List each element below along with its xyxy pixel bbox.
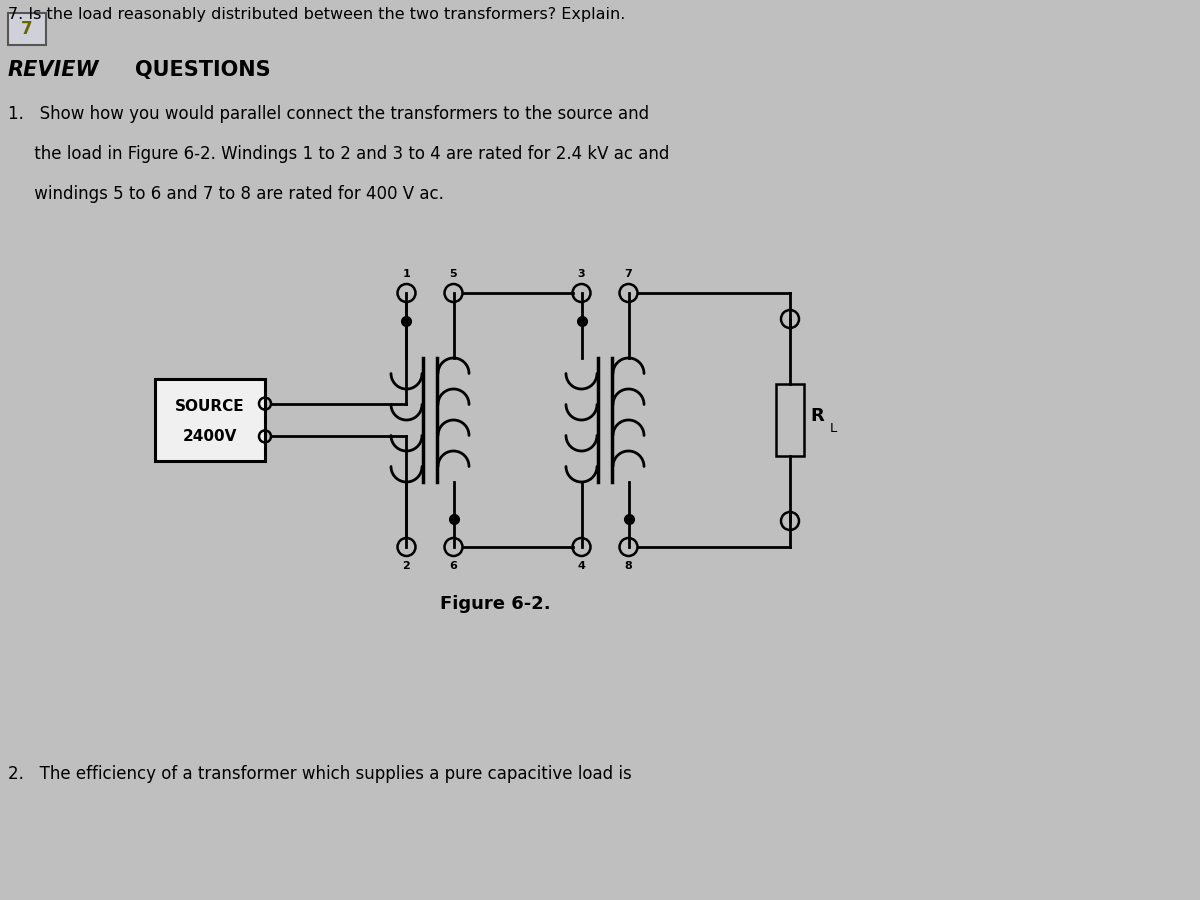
Text: 7. Is the load reasonably distributed between the two transformers? Explain.: 7. Is the load reasonably distributed be… [8, 7, 625, 22]
Text: 1: 1 [403, 269, 410, 279]
Text: SOURCE: SOURCE [175, 399, 245, 414]
Text: 1.   Show how you would parallel connect the transformers to the source and: 1. Show how you would parallel connect t… [8, 105, 649, 123]
Text: REVIEW: REVIEW [8, 60, 100, 80]
Text: 7: 7 [22, 20, 32, 38]
Bar [776, 384, 804, 456]
Text: 2: 2 [403, 561, 410, 571]
Text: 7: 7 [625, 269, 632, 279]
Bar [155, 379, 265, 461]
Text: L: L [830, 421, 838, 435]
Text: QUESTIONS: QUESTIONS [134, 60, 271, 80]
Text: Figure 6-2.: Figure 6-2. [439, 595, 551, 613]
Text: 5: 5 [450, 269, 457, 279]
Text: 8: 8 [625, 561, 632, 571]
Text: 6: 6 [450, 561, 457, 571]
Text: the load in Figure 6-2. Windings 1 to 2 and 3 to 4 are rated for 2.4 kV ac and: the load in Figure 6-2. Windings 1 to 2 … [8, 145, 670, 163]
Text: 2400V: 2400V [182, 429, 238, 444]
Text: 2.   The efficiency of a transformer which supplies a pure capacitive load is: 2. The efficiency of a transformer which… [8, 765, 631, 783]
Bar [8, 13, 46, 45]
Text: 4: 4 [577, 561, 586, 571]
Text: R: R [810, 407, 823, 425]
Text: 3: 3 [577, 269, 586, 279]
Text: windings 5 to 6 and 7 to 8 are rated for 400 V ac.: windings 5 to 6 and 7 to 8 are rated for… [8, 185, 444, 203]
